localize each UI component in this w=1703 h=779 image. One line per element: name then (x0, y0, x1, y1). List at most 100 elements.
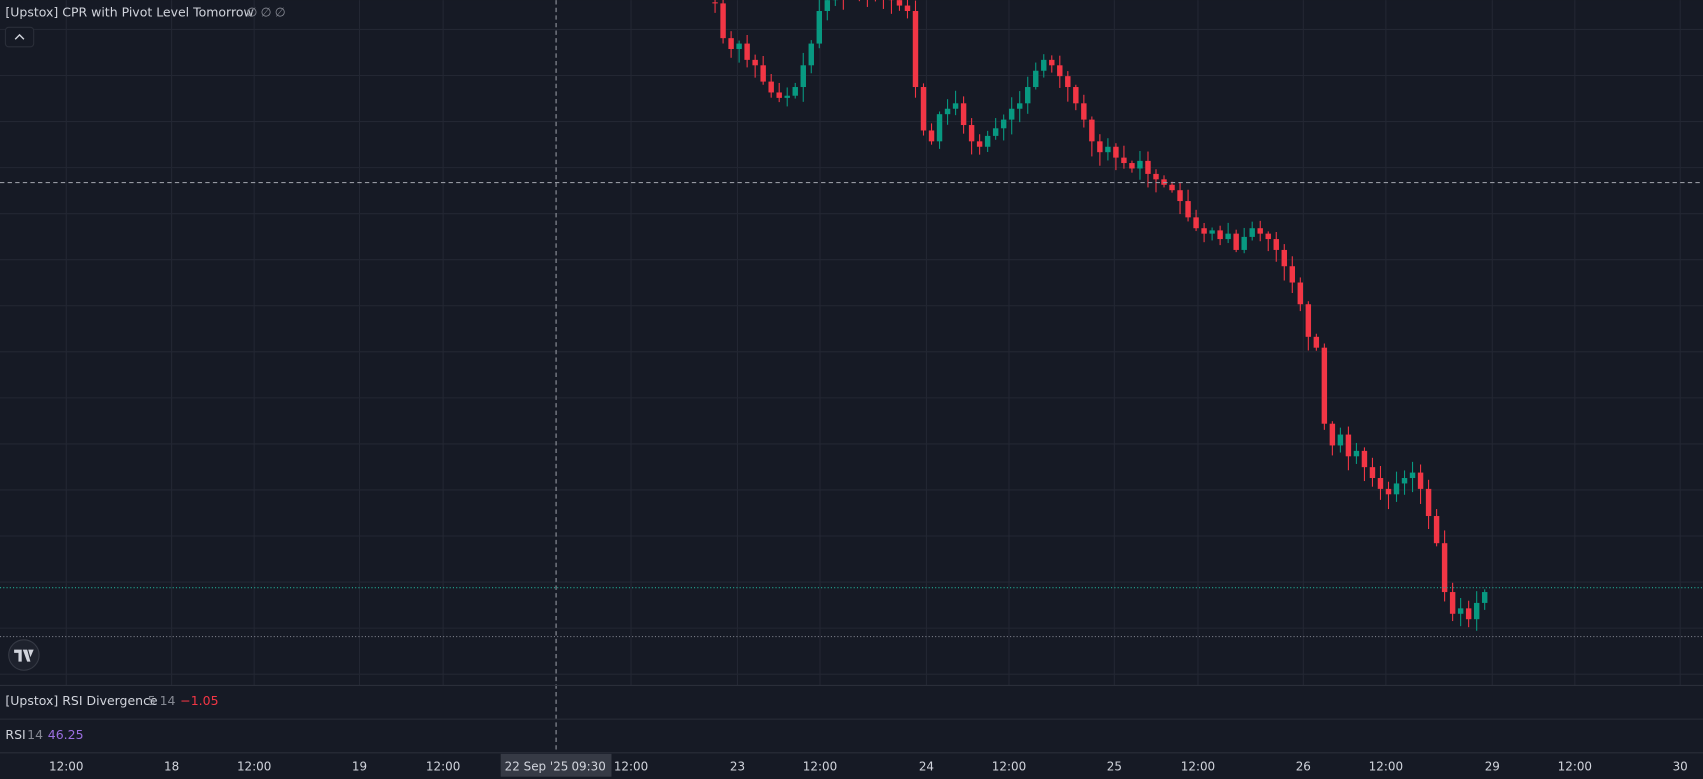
pane-params: 5 14 (148, 693, 176, 708)
candle-body (1305, 304, 1312, 337)
indicator-value: ∅ (275, 5, 286, 20)
candle-body (1185, 201, 1191, 218)
crosshair-time: 09:30 (571, 759, 605, 773)
time-label: 26 (1296, 759, 1311, 773)
candle-body (968, 125, 975, 142)
candle-body (896, 0, 903, 6)
candle-body (1153, 173, 1159, 180)
candle-body (1297, 282, 1304, 305)
candle-body (1409, 472, 1416, 479)
candle-body (1193, 217, 1199, 229)
candle-body (912, 10, 919, 88)
candle-body (1425, 488, 1432, 517)
candle-body (1361, 450, 1368, 468)
time-label: 24 (919, 759, 934, 773)
candle-body (976, 141, 983, 147)
time-label: 12:00 (49, 759, 83, 773)
candle-body (712, 2, 718, 4)
candle-body (1057, 65, 1063, 77)
candle-body (1377, 478, 1384, 489)
candle-body (800, 65, 806, 88)
candle-body (728, 38, 734, 50)
candle-body (920, 87, 927, 131)
candle-body (1008, 108, 1015, 120)
candle-body (1345, 434, 1352, 457)
candle-body (1393, 483, 1400, 495)
candle-body (1353, 450, 1360, 457)
candle-body (1337, 434, 1344, 446)
candle-body (1121, 157, 1127, 164)
candle-body (1145, 160, 1151, 174)
candle-body (1481, 592, 1488, 603)
candle-body (760, 65, 766, 82)
time-label: 29 (1485, 759, 1500, 773)
indicator-value: ∅ (247, 5, 258, 20)
candle-body (1257, 228, 1263, 234)
candle-body (752, 59, 758, 66)
candle-body (1209, 230, 1215, 234)
candle-body (1249, 228, 1255, 237)
candle-body (808, 43, 814, 66)
candle-body (720, 3, 726, 39)
candle-body (1217, 230, 1223, 240)
candles (712, 0, 1488, 631)
candle-body (1321, 347, 1328, 424)
pane-title: [Upstox] RSI Divergence (5, 693, 158, 708)
candle-body (1449, 592, 1456, 614)
candle-body (792, 87, 798, 96)
time-label: 12:00 (614, 759, 648, 773)
candle-body (1041, 59, 1047, 71)
candle-body (744, 43, 750, 60)
candle-body (960, 103, 967, 126)
candle-body (1137, 160, 1143, 169)
collapse-button[interactable] (4, 26, 35, 48)
pane-value: −1.05 (180, 693, 218, 708)
candle-body (1049, 59, 1055, 66)
candle-body (1225, 233, 1231, 240)
time-label: 30 (1673, 759, 1688, 773)
candle-body (944, 108, 951, 115)
candle-body (1457, 608, 1464, 614)
candle-body (736, 43, 742, 50)
candle-body (784, 95, 790, 98)
time-label: 25 (1107, 759, 1122, 773)
candle-body (1033, 70, 1039, 88)
indicator-title: [Upstox] CPR with Pivot Level Tomorrow (5, 5, 253, 20)
pane-params: 14 (27, 727, 43, 742)
candle-body (1433, 516, 1440, 544)
candle-body (1273, 239, 1279, 250)
candle-body (936, 114, 943, 142)
time-label: 18 (164, 759, 179, 773)
candle-body (1241, 236, 1247, 250)
candle-body (992, 128, 999, 136)
candle-body (1441, 543, 1448, 593)
candle-body (1113, 146, 1119, 158)
tradingview-logo[interactable] (8, 639, 40, 671)
candle-body (1281, 249, 1287, 267)
time-label: 19 (352, 759, 367, 773)
candle-body (1401, 478, 1408, 484)
candle-body (1177, 190, 1183, 202)
candle-body (776, 92, 782, 98)
candle-body (1313, 336, 1320, 348)
time-label: 12:00 (1558, 759, 1592, 773)
candle-body (1265, 233, 1271, 240)
candle-body (1097, 141, 1103, 153)
time-label: 23 (730, 759, 745, 773)
candle-body (816, 10, 823, 44)
candle-body (1089, 119, 1095, 142)
candle-body (1081, 103, 1087, 120)
candle-body (1129, 163, 1135, 169)
candle-body (1016, 103, 1023, 109)
candle-body (824, 0, 831, 11)
candle-body (1105, 146, 1111, 153)
crosshair-date: 22 Sep '25 (505, 759, 569, 773)
time-axis: 12:00 18 12:00 19 12:00 12:00 23 12:00 24 12:00 25… (49, 759, 1688, 773)
candle-body (984, 135, 991, 147)
candle-body (1473, 602, 1480, 620)
pane-title: RSI (5, 727, 25, 742)
candle-body (1329, 423, 1336, 446)
